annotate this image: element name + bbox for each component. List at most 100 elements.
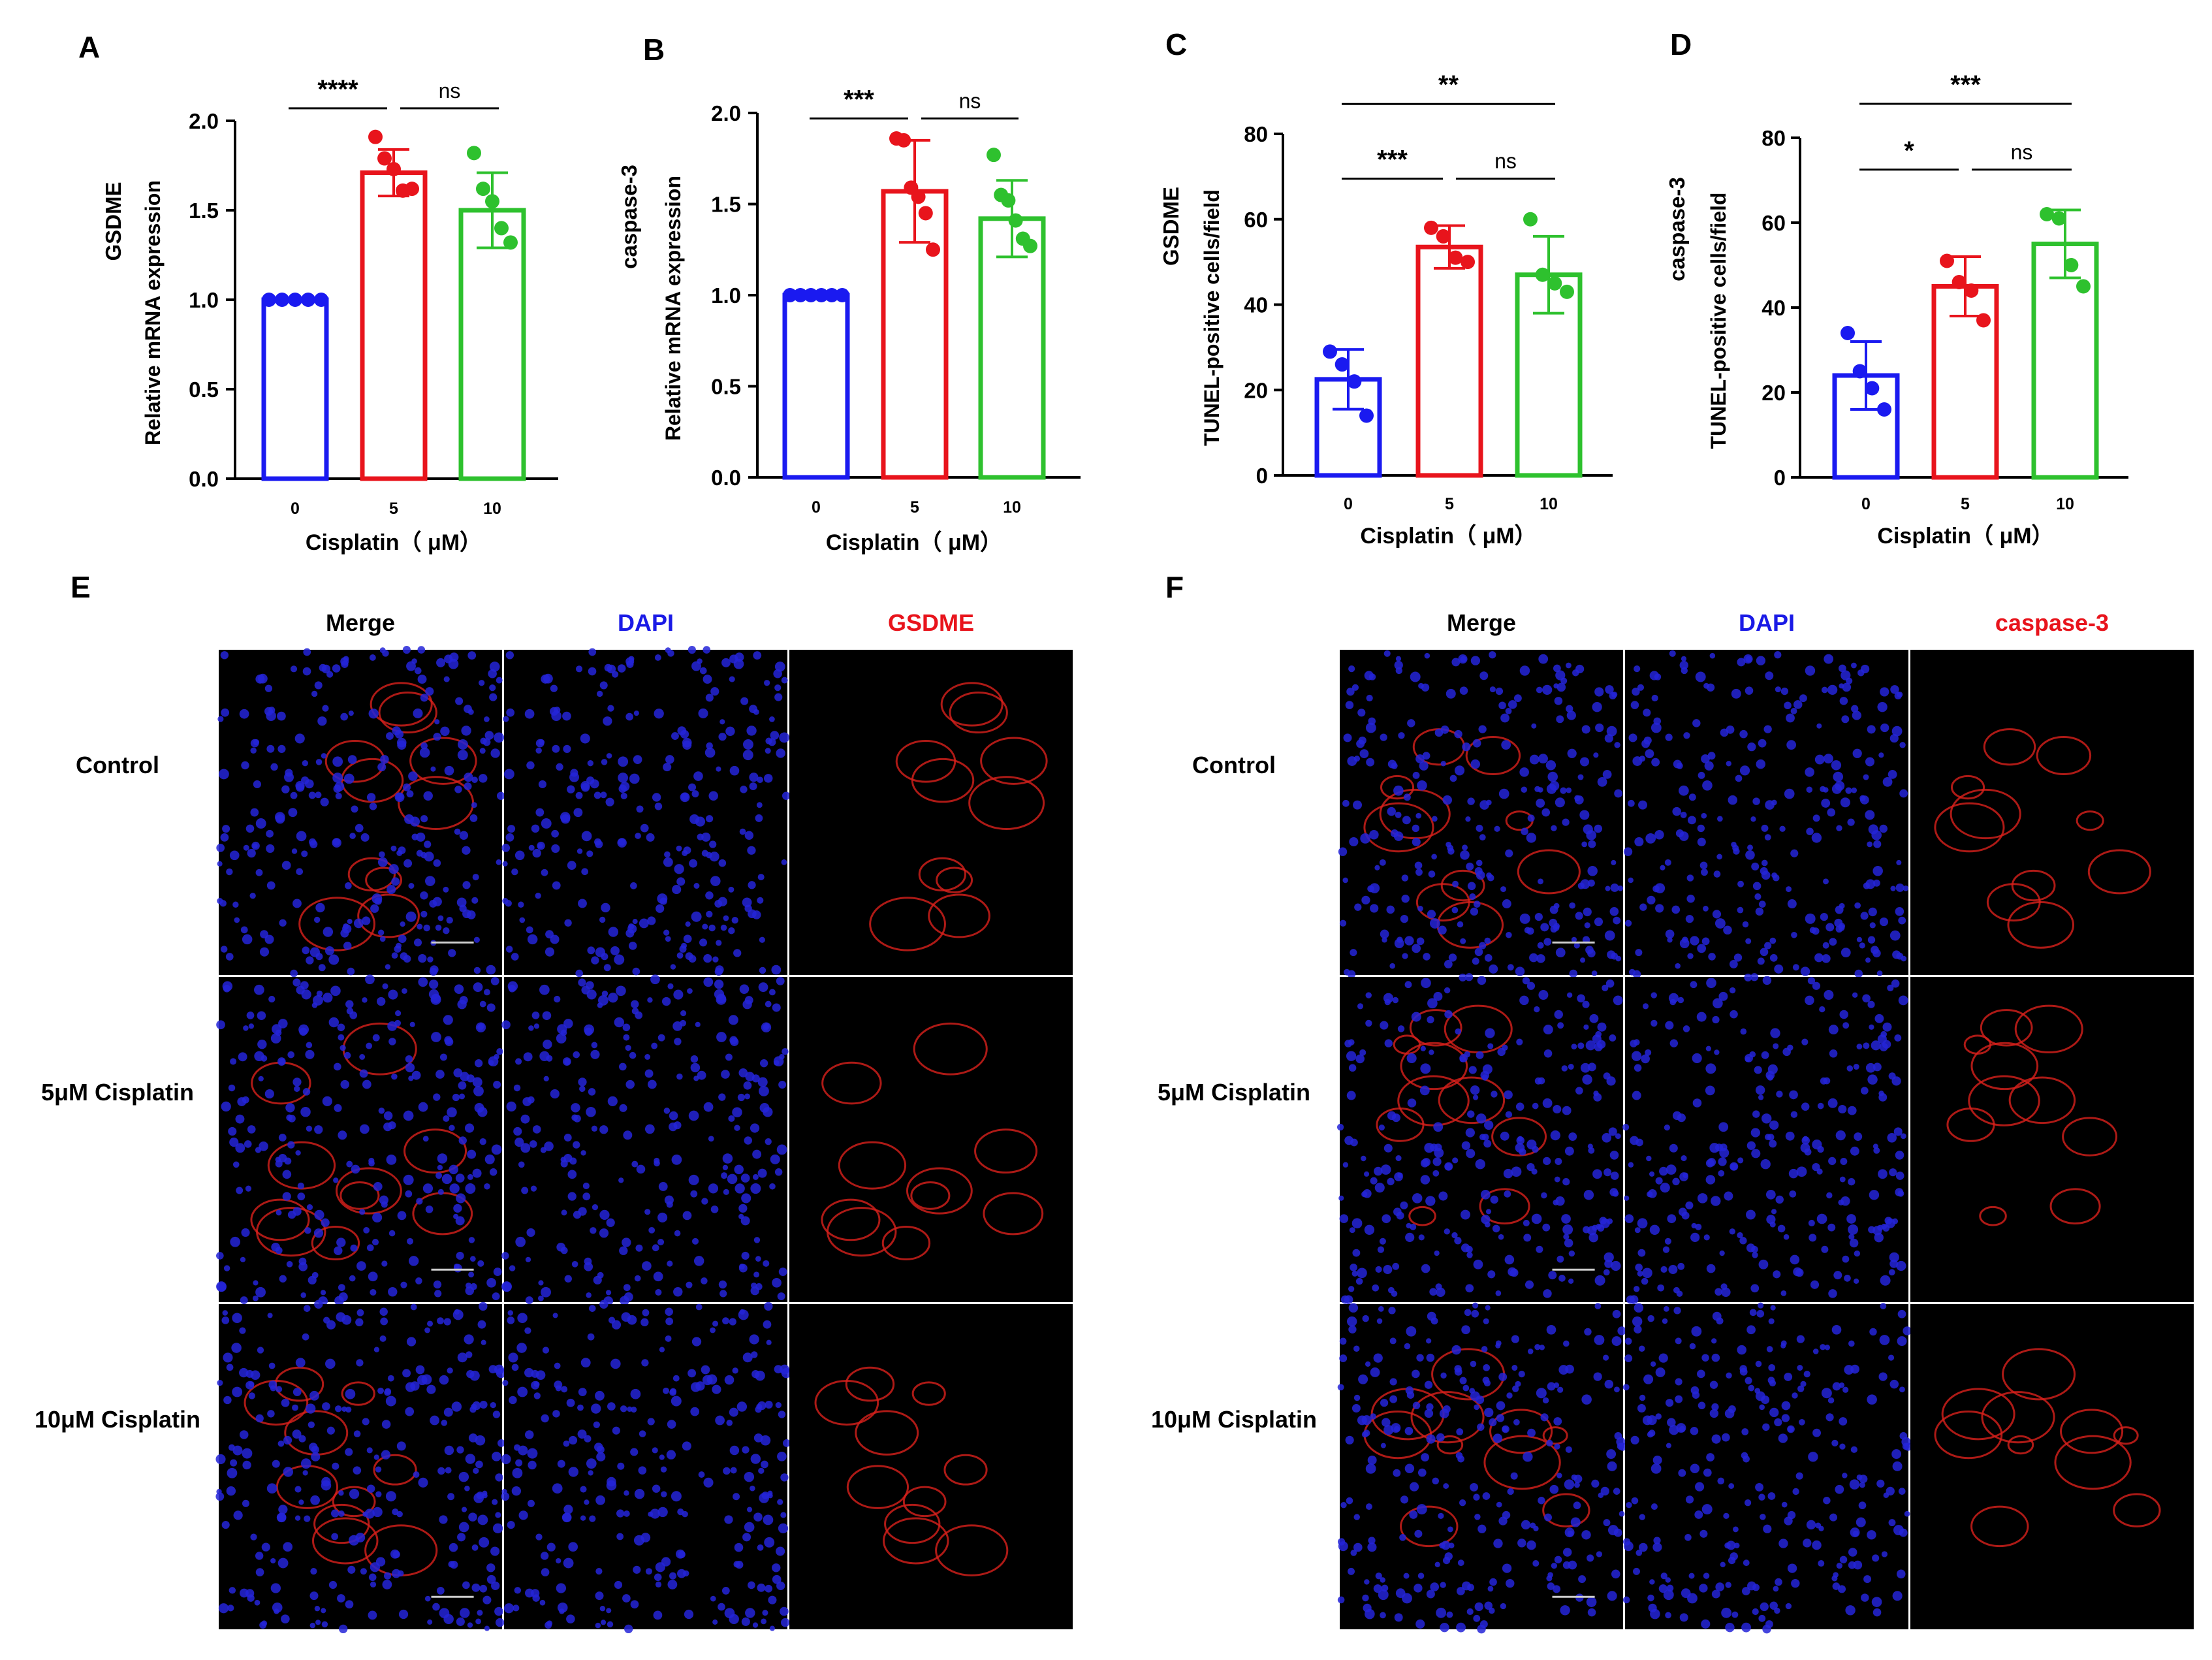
nucleus xyxy=(676,952,684,959)
nucleus xyxy=(1811,833,1822,843)
nucleus xyxy=(740,1216,750,1226)
nucleus xyxy=(255,869,263,876)
x-axis-label: Cisplatin（ μM） xyxy=(306,530,482,555)
nucleus xyxy=(1854,902,1861,909)
nucleus xyxy=(1714,1288,1723,1296)
nucleus xyxy=(1675,963,1681,969)
nucleus xyxy=(1761,1113,1772,1124)
nucleus xyxy=(1359,1049,1367,1056)
nucleus xyxy=(560,814,571,824)
nucleus xyxy=(1695,1482,1705,1492)
nucleus xyxy=(292,1207,302,1216)
nucleus xyxy=(1713,998,1723,1009)
nucleus xyxy=(1657,1284,1665,1292)
nucleus xyxy=(1511,1166,1522,1177)
row-label: 10μM Cisplatin xyxy=(1151,1406,1317,1433)
nucleus xyxy=(778,1268,787,1276)
nucleus xyxy=(1760,1602,1769,1612)
nucleus xyxy=(1511,1335,1520,1343)
nucleus xyxy=(535,893,541,899)
nucleus xyxy=(1422,752,1430,760)
nucleus xyxy=(449,1164,458,1175)
nucleus xyxy=(610,946,620,955)
nucleus xyxy=(247,848,256,858)
nucleus xyxy=(1817,1102,1824,1109)
red-stain xyxy=(1436,1435,1464,1455)
nucleus xyxy=(1786,713,1795,723)
column-header: DAPI xyxy=(618,609,674,636)
nucleus xyxy=(266,844,275,853)
nucleus xyxy=(1852,1530,1859,1537)
nucleus xyxy=(1564,1479,1575,1490)
nucleus xyxy=(501,1020,511,1030)
nucleus xyxy=(1428,870,1436,878)
nucleus xyxy=(1361,1155,1367,1162)
nucleus xyxy=(271,1242,280,1252)
nucleus xyxy=(484,1154,495,1164)
nucleus xyxy=(753,1271,760,1278)
nucleus xyxy=(1775,1578,1782,1586)
nucleus xyxy=(1561,1214,1571,1224)
nucleus xyxy=(494,1053,499,1060)
nucleus xyxy=(345,1388,356,1399)
nucleus xyxy=(1854,1132,1863,1141)
nucleus xyxy=(1639,756,1646,762)
data-point xyxy=(314,293,328,307)
nucleus xyxy=(1440,1622,1449,1633)
nucleus xyxy=(719,1290,727,1298)
nucleus xyxy=(1854,969,1863,978)
nucleus xyxy=(1867,725,1876,734)
nucleus xyxy=(1764,942,1772,950)
nucleus xyxy=(302,1088,311,1096)
nucleus xyxy=(775,1401,782,1409)
nucleus xyxy=(733,1493,740,1501)
nucleus xyxy=(1697,1369,1705,1379)
nucleus xyxy=(564,919,572,927)
nucleus xyxy=(1529,754,1540,765)
nucleus xyxy=(1701,869,1708,876)
nucleus xyxy=(1404,1343,1411,1350)
nucleus xyxy=(1888,1519,1896,1527)
column-header: Merge xyxy=(1447,609,1516,636)
nucleus xyxy=(1638,800,1647,810)
nucleus xyxy=(1789,1190,1797,1198)
nucleus xyxy=(697,833,704,840)
nucleus xyxy=(1380,1577,1385,1583)
nucleus xyxy=(766,1339,772,1345)
nucleus xyxy=(591,956,599,965)
nucleus xyxy=(603,964,611,972)
nucleus xyxy=(456,1251,464,1260)
significance-label: ns xyxy=(959,89,981,112)
nucleus xyxy=(381,1201,388,1208)
nucleus xyxy=(469,1406,477,1413)
nucleus xyxy=(322,705,329,712)
nucleus xyxy=(1532,1560,1540,1567)
nucleus xyxy=(227,1467,238,1478)
nucleus xyxy=(543,1040,552,1049)
nucleus xyxy=(599,1300,608,1309)
nucleus xyxy=(250,747,257,754)
micrograph-image xyxy=(501,646,791,978)
nucleus xyxy=(1380,1612,1386,1619)
nucleus xyxy=(511,953,519,961)
nucleus xyxy=(1487,1270,1496,1279)
nucleus xyxy=(1498,788,1509,799)
nucleus xyxy=(355,823,364,833)
nucleus xyxy=(1622,1596,1630,1604)
nucleus xyxy=(1513,1418,1520,1426)
nucleus xyxy=(1505,1111,1513,1118)
nucleus xyxy=(447,1367,453,1374)
nucleus xyxy=(511,1364,519,1371)
nucleus xyxy=(573,1141,580,1149)
nucleus xyxy=(577,1404,584,1411)
nucleus xyxy=(1581,1530,1591,1540)
nucleus xyxy=(325,1358,336,1369)
nucleus xyxy=(469,814,478,822)
nucleus xyxy=(622,1023,631,1032)
nucleus xyxy=(1896,859,1902,865)
red-stain xyxy=(980,737,1048,785)
nucleus xyxy=(422,1136,429,1142)
nucleus xyxy=(1492,1224,1500,1233)
nucleus xyxy=(1594,687,1604,697)
nucleus xyxy=(593,791,601,799)
